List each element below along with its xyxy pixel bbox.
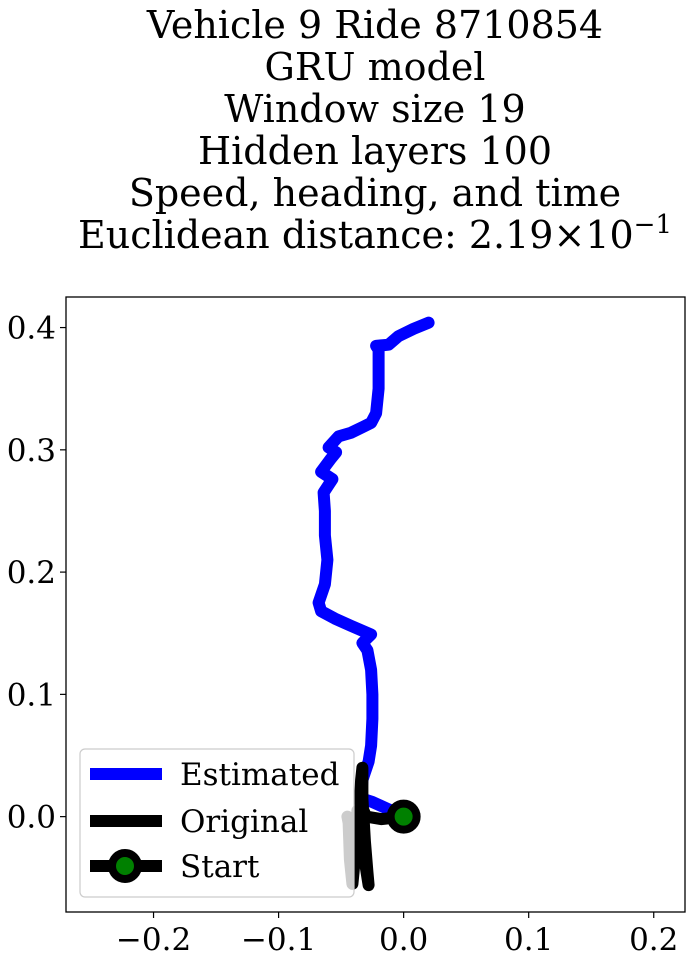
distance-base: 10: [585, 213, 633, 257]
y-tick-label: 0.3: [7, 433, 56, 469]
distance-times: ×: [553, 213, 585, 257]
title-line-1: Vehicle 9 Ride 8710854: [146, 3, 603, 47]
x-tick-label: −0.2: [116, 922, 191, 958]
title-line-3: Window size 19: [224, 87, 525, 131]
legend-label-start: Start: [180, 849, 260, 885]
title-line-4: Hidden layers 100: [198, 129, 552, 173]
legend-swatch-start-marker: [108, 849, 142, 883]
x-tick-label: 0.2: [629, 922, 678, 958]
x-tick-label: −0.1: [241, 922, 316, 958]
x-tick-label: 0.0: [379, 922, 428, 958]
legend: Estimated Original Start: [79, 748, 355, 898]
distance-exponent: −1: [634, 210, 672, 240]
y-tick-label: 0.0: [7, 800, 56, 836]
x-tick-label: 0.1: [504, 922, 553, 958]
distance-label: Euclidean distance:: [78, 213, 469, 257]
y-tick-label: 0.4: [7, 311, 56, 347]
y-tick-label: 0.1: [7, 677, 56, 713]
legend-label-original: Original: [180, 804, 308, 840]
series-line-estimated: [312, 316, 435, 823]
plot-frame: [65, 296, 686, 913]
x-axis: −0.2 −0.1 0.0 0.1 0.2: [116, 912, 678, 958]
title-line-distance: Euclidean distance: 2.19×10−1: [78, 210, 672, 257]
y-axis: 0.0 0.1 0.2 0.3 0.4: [7, 311, 66, 836]
chart-title: Vehicle 9 Ride 8710854 GRU model Window …: [78, 3, 672, 257]
y-tick-label: 0.2: [7, 555, 56, 591]
title-line-2: GRU model: [265, 45, 486, 89]
legend-label-estimated: Estimated: [180, 757, 339, 793]
start-marker: [386, 799, 421, 834]
title-line-5: Speed, heading, and time: [129, 171, 621, 215]
distance-value: 2.19: [469, 213, 554, 257]
